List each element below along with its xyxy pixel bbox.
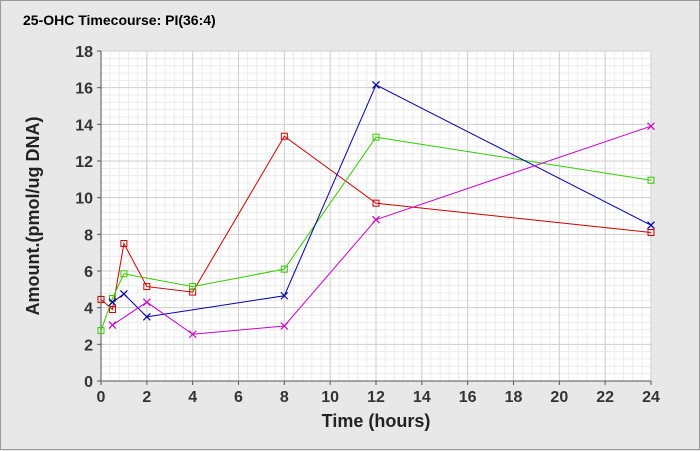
y-tick-labels: 0 2 4 6 8 10 12 14 16 18 [75, 44, 101, 391]
y-tick-label: 14 [75, 117, 93, 134]
y-tick-label: 16 [75, 81, 93, 98]
x-tick-label: 18 [505, 389, 523, 406]
x-tick-label: 4 [188, 389, 197, 406]
y-tick-label: 2 [84, 337, 93, 354]
y-tick-label: 12 [75, 154, 93, 171]
series-line [100, 135, 652, 311]
series-layer [97, 80, 655, 339]
data-point [120, 240, 128, 247]
y-tick-label: 6 [84, 264, 93, 281]
x-tick-label: 2 [142, 389, 151, 406]
y-axis-label: Amount.(pmol/ug DNA) [23, 117, 43, 316]
x-tick-label: 6 [234, 389, 243, 406]
data-point [280, 322, 289, 330]
chart-title: 25-OHC Timecourse: PI(36:4) [23, 12, 216, 28]
x-tick-label: 0 [97, 389, 106, 406]
data-point [97, 327, 105, 335]
x-tick-label: 10 [321, 389, 339, 406]
x-tick-label: 20 [550, 389, 568, 406]
data-point [143, 283, 151, 291]
series-line [100, 136, 652, 331]
y-tick-label: 0 [84, 374, 93, 391]
data-point [372, 133, 380, 141]
series-4 [108, 122, 655, 339]
data-point [119, 289, 128, 298]
data-point [108, 321, 117, 330]
data-point [647, 221, 655, 230]
x-axis-label: Time (hours) [322, 411, 431, 431]
series-3 [108, 80, 655, 321]
data-point [280, 291, 289, 300]
data-point [142, 298, 151, 307]
data-point [120, 270, 128, 278]
x-tick-label: 22 [596, 389, 614, 406]
data-point [189, 283, 197, 291]
data-point [142, 312, 151, 321]
data-point [372, 199, 380, 207]
data-point [647, 176, 655, 184]
series-1 [97, 132, 655, 313]
data-point [372, 80, 380, 89]
y-tick-label: 10 [75, 191, 93, 208]
y-tick-label: 18 [75, 44, 93, 61]
y-tick-label: 4 [84, 301, 93, 318]
x-tick-label: 24 [642, 389, 660, 406]
data-point [188, 330, 197, 339]
data-point [280, 265, 288, 273]
x-tick-label: 12 [367, 389, 385, 406]
data-point [280, 132, 288, 140]
x-tick-labels: 0 2 4 6 8 10 12 14 16 18 20 22 24 [97, 381, 660, 406]
series-2 [97, 133, 655, 335]
y-tick-label: 8 [84, 227, 93, 244]
data-point [647, 122, 655, 131]
x-tick-label: 14 [413, 389, 431, 406]
data-point [97, 295, 105, 303]
data-point [108, 298, 117, 307]
data-point [108, 306, 116, 313]
data-point [647, 229, 655, 236]
data-point [372, 215, 380, 224]
series-line [112, 125, 652, 335]
x-tick-label: 16 [459, 389, 477, 406]
x-tick-label: 8 [280, 389, 289, 406]
